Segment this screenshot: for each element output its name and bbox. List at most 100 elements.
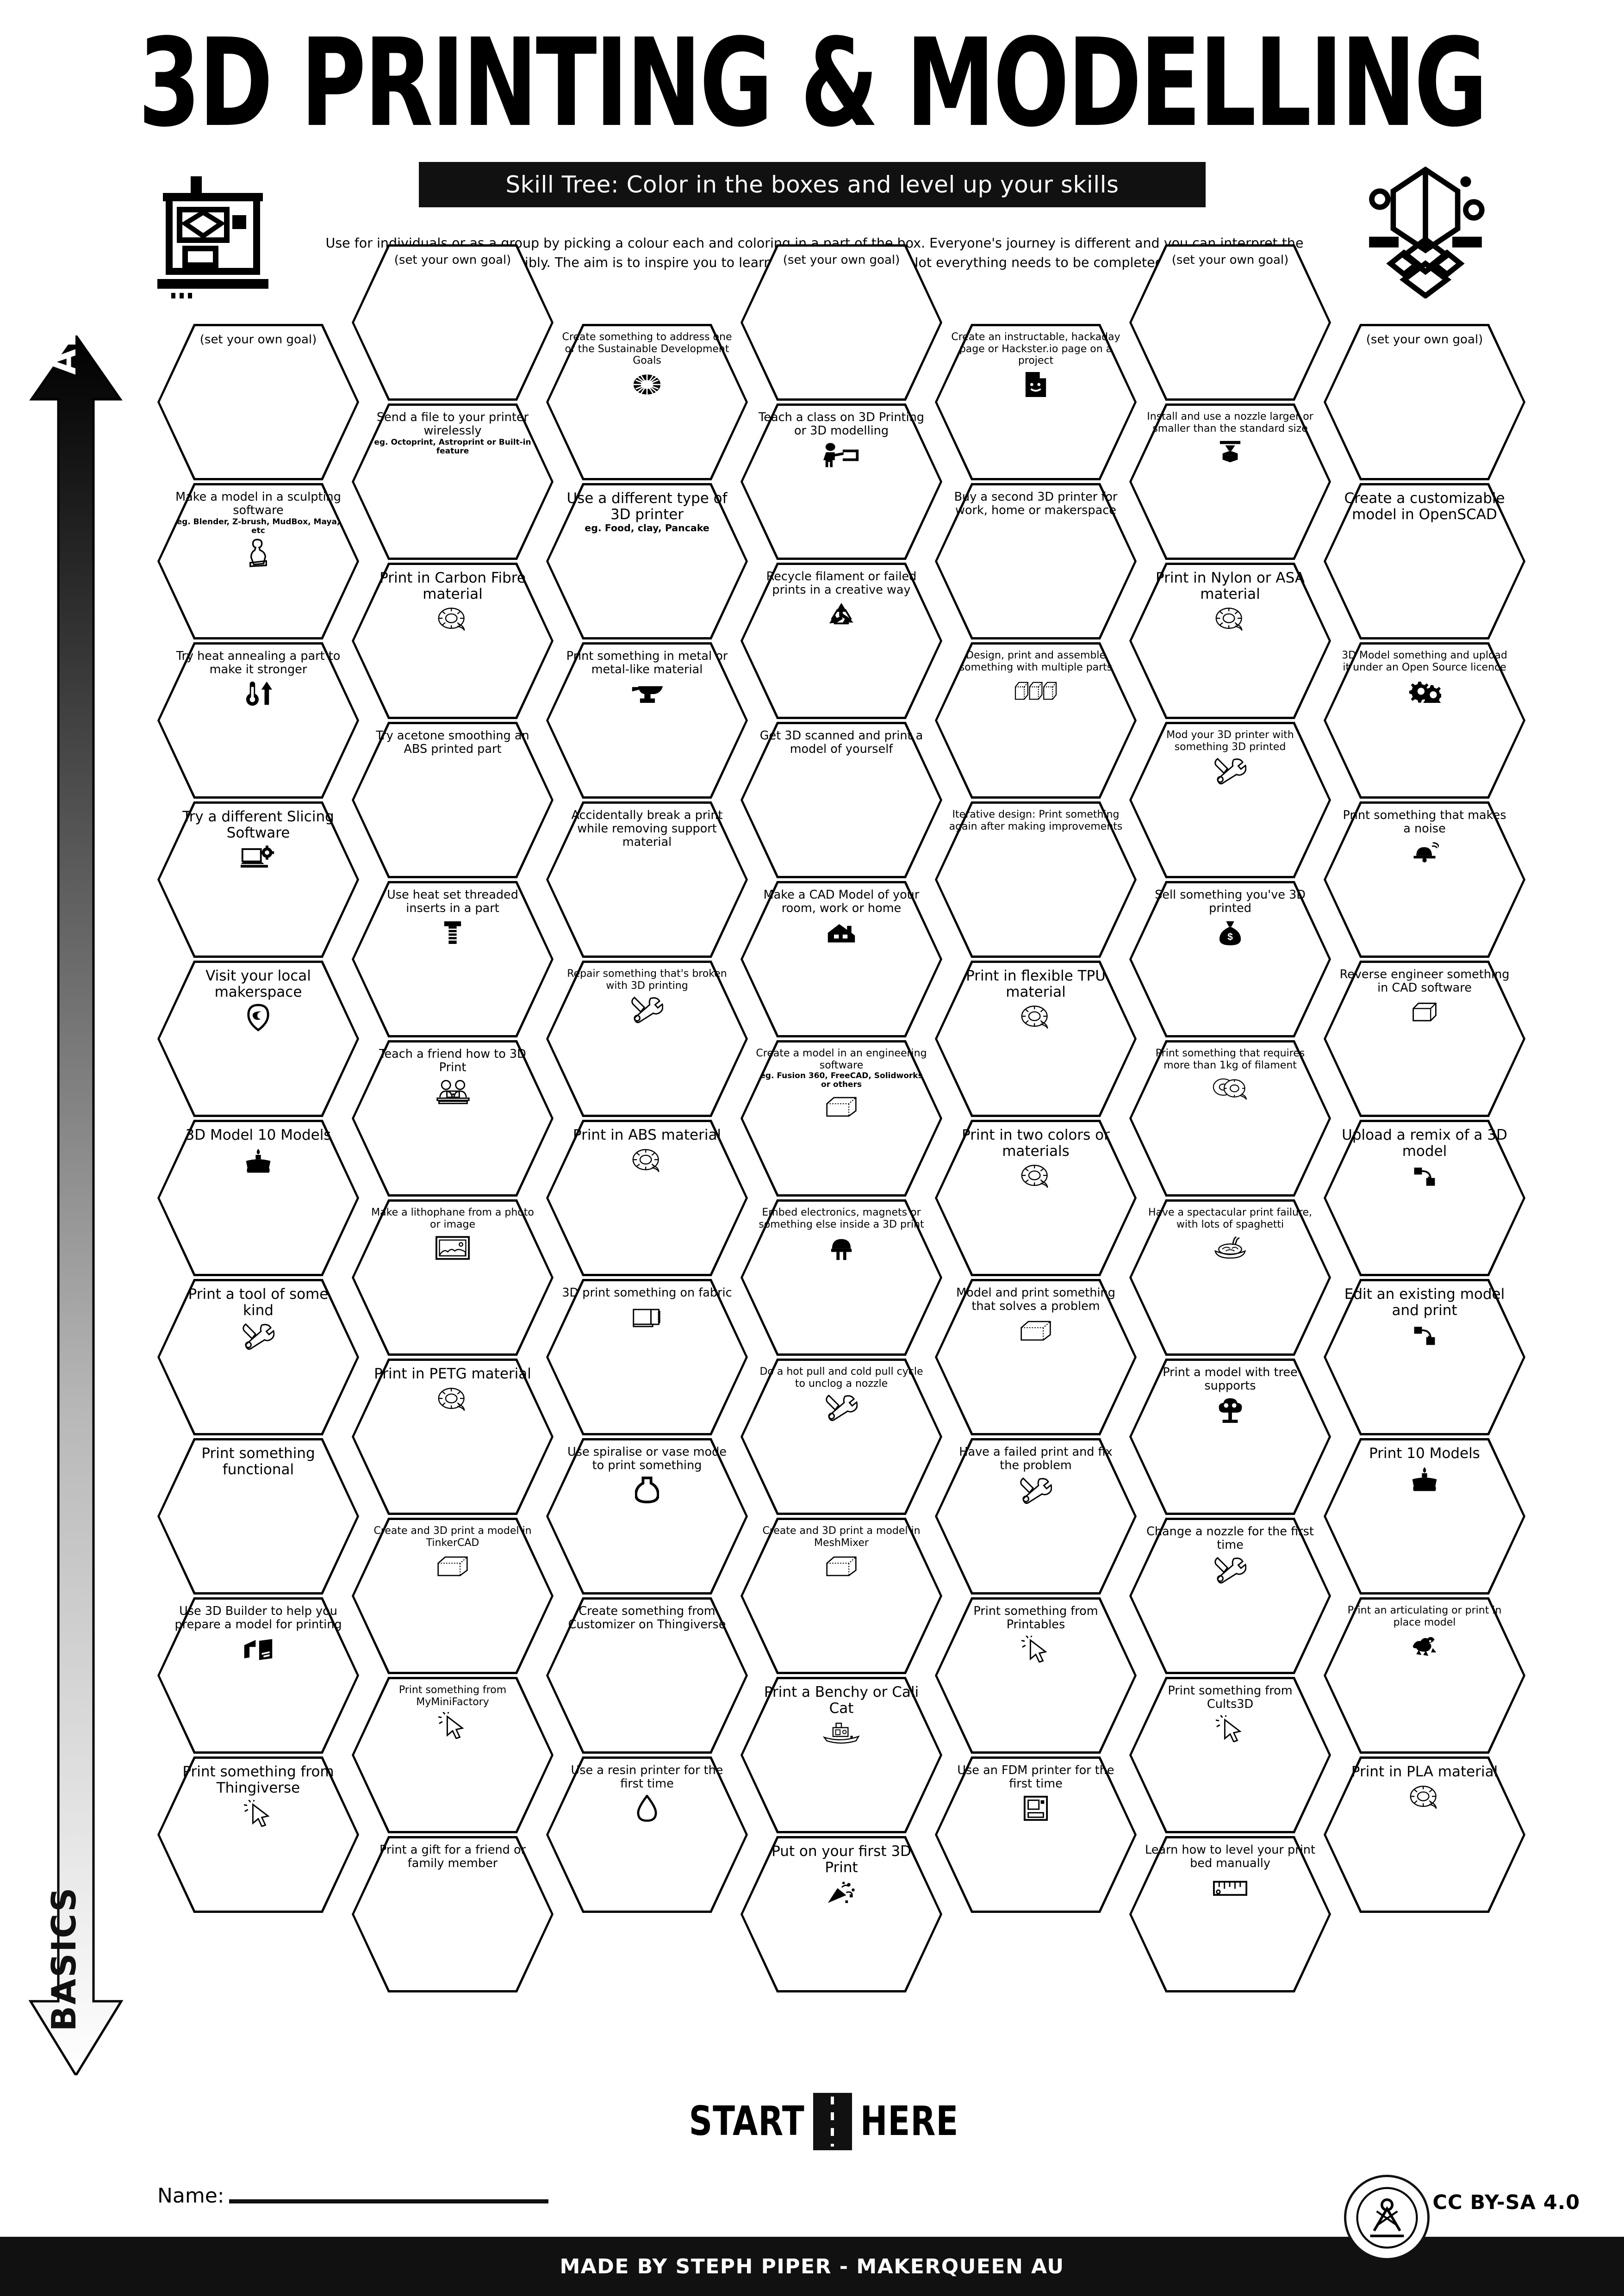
hex-fill-area[interactable]	[160, 1600, 357, 1751]
hex-fill-area[interactable]	[548, 1759, 746, 1911]
hex-fill-area[interactable]	[548, 485, 746, 637]
skill-hex-c2r6[interactable]: Make a lithophane from a photo or image	[352, 1199, 554, 1356]
skill-hex-c1r8[interactable]: Use 3D Builder to help you prepare a mod…	[157, 1597, 359, 1754]
hex-fill-area[interactable]	[354, 1202, 551, 1353]
skill-hex-c2r5[interactable]: Teach a friend how to 3D Print	[352, 1040, 554, 1197]
hex-fill-area[interactable]	[1132, 1838, 1329, 1990]
hex-fill-area[interactable]	[160, 1759, 357, 1911]
hex-fill-area[interactable]	[1132, 1043, 1329, 1194]
hex-fill-area[interactable]	[1132, 1202, 1329, 1353]
skill-hex-c7r5[interactable]: Upload a remix of a 3D model	[1324, 1120, 1525, 1276]
hex-fill-area[interactable]	[354, 565, 551, 717]
skill-hex-c4r6[interactable]: Embed electronics, magnets or something …	[740, 1199, 942, 1356]
skill-hex-c6r9[interactable]: Print something from Cults3D	[1129, 1677, 1331, 1833]
skill-hex-c5r0[interactable]: Create an instructable, hackaday page or…	[935, 324, 1137, 480]
skill-hex-c7r3[interactable]: Print something that makes a noise	[1324, 801, 1525, 958]
hex-fill-area[interactable]	[548, 326, 746, 478]
skill-hex-c3r9[interactable]: Use a resin printer for the first time	[546, 1756, 748, 1913]
hex-fill-area[interactable]	[937, 1281, 1134, 1433]
skill-hex-c6r2[interactable]: Print in Nylon or ASA material	[1129, 563, 1331, 719]
hex-fill-area[interactable]	[1132, 247, 1329, 398]
hex-fill-area[interactable]	[1132, 565, 1329, 717]
hex-fill-area[interactable]	[743, 406, 940, 558]
skill-hex-c4r10[interactable]: Put on your first 3D Print	[740, 1836, 942, 1992]
skill-hex-c6r8[interactable]: Change a nozzle for the first time	[1129, 1518, 1331, 1674]
hex-fill-area[interactable]	[160, 963, 357, 1115]
skill-hex-c2r2[interactable]: Print in Carbon Fibre material	[352, 563, 554, 719]
skill-hex-c5r8[interactable]: Print something from Printables	[935, 1597, 1137, 1754]
hex-fill-area[interactable]	[1132, 406, 1329, 558]
hex-fill-area[interactable]	[1326, 963, 1523, 1115]
skill-hex-c2r7[interactable]: Print in PETG material	[352, 1359, 554, 1515]
skill-hex-c5r2[interactable]: Design, print and assemble something wit…	[935, 642, 1137, 799]
skill-hex-c4r4[interactable]: Make a CAD Model of your room, work or h…	[740, 881, 942, 1037]
hex-fill-area[interactable]	[1326, 326, 1523, 478]
name-field[interactable]: Name:	[157, 2184, 548, 2208]
skill-hex-c3r4[interactable]: Repair something that's broken with 3D p…	[546, 961, 748, 1117]
skill-hex-c1r0[interactable]: (set your own goal)	[157, 324, 359, 480]
skill-hex-c1r4[interactable]: Visit your local makerspace	[157, 961, 359, 1117]
hex-fill-area[interactable]	[548, 1600, 746, 1751]
hex-fill-area[interactable]	[1326, 1281, 1523, 1433]
skill-hex-c1r3[interactable]: Try a different Slicing Software	[157, 801, 359, 958]
hex-fill-area[interactable]	[937, 1759, 1134, 1911]
skill-hex-c7r4[interactable]: Reverse engineer something in CAD softwa…	[1324, 961, 1525, 1117]
hex-fill-area[interactable]	[937, 963, 1134, 1115]
hex-fill-area[interactable]	[937, 804, 1134, 956]
skill-hex-c2r1[interactable]: Send a file to your printer wirelessly eg…	[352, 403, 554, 560]
hex-fill-area[interactable]	[354, 1679, 551, 1831]
hex-fill-area[interactable]	[743, 1838, 940, 1990]
skill-hex-c6r4[interactable]: Sell something you've 3D printed $	[1129, 881, 1331, 1037]
skill-hex-c7r2[interactable]: 3D Model something and upload it under a…	[1324, 642, 1525, 799]
skill-hex-c5r9[interactable]: Use an FDM printer for the first time	[935, 1756, 1137, 1913]
skill-hex-c4r2[interactable]: Recycle filament or failed prints in a c…	[740, 563, 942, 719]
skill-hex-c2r0[interactable]: (set your own goal)	[352, 244, 554, 401]
skill-hex-c7r6[interactable]: Edit an existing model and print	[1324, 1279, 1525, 1435]
hex-fill-area[interactable]	[1326, 1600, 1523, 1751]
skill-hex-c2r10[interactable]: Print a gift for a friend or family memb…	[352, 1836, 554, 1992]
hex-fill-area[interactable]	[548, 804, 746, 956]
hex-fill-area[interactable]	[743, 247, 940, 398]
hex-fill-area[interactable]	[743, 1679, 940, 1831]
hex-fill-area[interactable]	[354, 1043, 551, 1194]
skill-hex-c3r6[interactable]: 3D print something on fabric	[546, 1279, 748, 1435]
hex-fill-area[interactable]	[354, 883, 551, 1035]
hex-fill-area[interactable]	[743, 1043, 940, 1194]
skill-hex-c2r9[interactable]: Print something from MyMiniFactory	[352, 1677, 554, 1833]
skill-hex-c5r1[interactable]: Buy a second 3D printer for work, home o…	[935, 483, 1137, 639]
hex-fill-area[interactable]	[1132, 724, 1329, 876]
hex-fill-area[interactable]	[937, 1122, 1134, 1274]
hex-fill-area[interactable]	[548, 1440, 746, 1592]
skill-hex-c1r2[interactable]: Try heat annealing a part to make it str…	[157, 642, 359, 799]
skill-hex-c6r3[interactable]: Mod your 3D printer with something 3D pr…	[1129, 722, 1331, 878]
hex-fill-area[interactable]	[160, 1122, 357, 1274]
hex-fill-area[interactable]	[354, 406, 551, 558]
skill-hex-c2r3[interactable]: Try acetone smoothing an ABS printed par…	[352, 722, 554, 878]
skill-hex-c4r5[interactable]: Create a model in an engineering softwar…	[740, 1040, 942, 1197]
skill-hex-c1r6[interactable]: Print a tool of some kind	[157, 1279, 359, 1435]
hex-fill-area[interactable]	[937, 1440, 1134, 1592]
skill-hex-c1r7[interactable]: Print something functional	[157, 1438, 359, 1595]
skill-hex-c3r0[interactable]: Create something to address one of the S…	[546, 324, 748, 480]
skill-hex-c3r1[interactable]: Use a different type of 3D printer eg. Fo…	[546, 483, 748, 639]
skill-hex-c6r1[interactable]: Install and use a nozzle larger or small…	[1129, 403, 1331, 560]
skill-hex-c7r8[interactable]: Print an articulating or print in place …	[1324, 1597, 1525, 1754]
skill-hex-c3r2[interactable]: Print something in metal or metal-like m…	[546, 642, 748, 799]
hex-fill-area[interactable]	[743, 724, 940, 876]
skill-hex-c6r5[interactable]: Print something that requires more than …	[1129, 1040, 1331, 1197]
skill-hex-c5r6[interactable]: Model and print something that solves a …	[935, 1279, 1137, 1435]
hex-fill-area[interactable]	[548, 963, 746, 1115]
skill-hex-c4r8[interactable]: Create and 3D print a model in MeshMixer	[740, 1518, 942, 1674]
skill-hex-c2r4[interactable]: Use heat set threaded inserts in a part	[352, 881, 554, 1037]
hex-fill-area[interactable]	[1326, 1759, 1523, 1911]
hex-fill-area[interactable]	[937, 326, 1134, 478]
skill-hex-c5r7[interactable]: Have a failed print and fix the problem	[935, 1438, 1137, 1595]
hex-fill-area[interactable]	[354, 1838, 551, 1990]
hex-fill-area[interactable]	[743, 1520, 940, 1672]
hex-fill-area[interactable]	[1326, 485, 1523, 637]
hex-fill-area[interactable]	[1326, 645, 1523, 796]
skill-hex-c4r0[interactable]: (set your own goal)	[740, 244, 942, 401]
hex-fill-area[interactable]	[937, 645, 1134, 796]
hex-fill-area[interactable]	[743, 565, 940, 717]
hex-fill-area[interactable]	[743, 1361, 940, 1513]
